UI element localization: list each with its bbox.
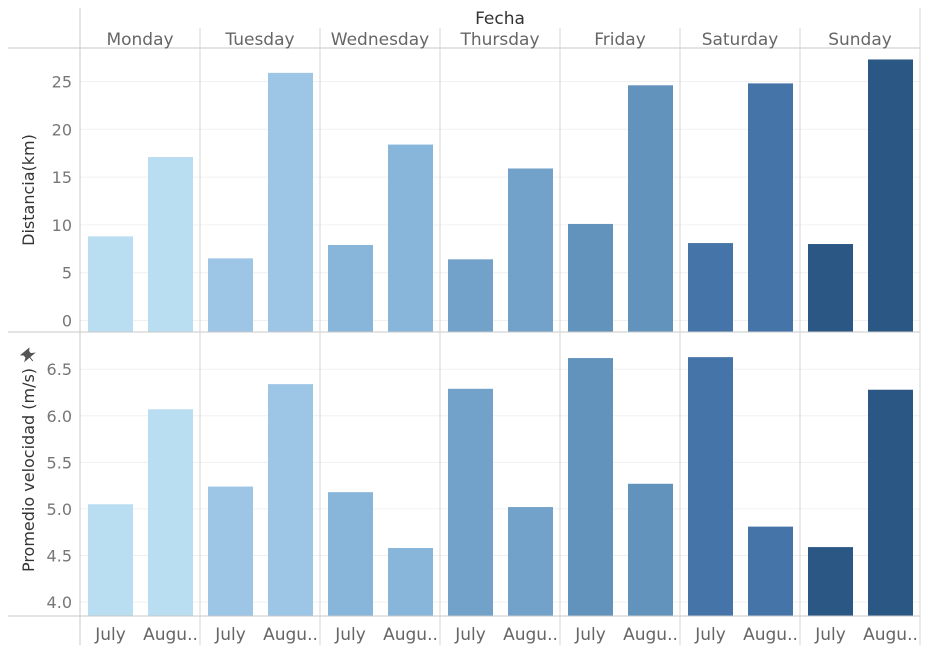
month-label: Augu.. xyxy=(503,625,558,645)
bar-distance-friday-august[interactable] xyxy=(628,85,673,332)
pin-icon[interactable] xyxy=(19,347,37,365)
bar-speed-wednesday-july[interactable] xyxy=(328,492,373,616)
month-label: July xyxy=(334,625,366,645)
day-header-saturday: Saturday xyxy=(702,30,779,50)
bar-layer xyxy=(88,59,913,616)
bar-speed-thursday-august[interactable] xyxy=(508,507,553,616)
month-label: July xyxy=(94,625,126,645)
bar-distance-monday-august[interactable] xyxy=(148,157,193,332)
bar-speed-tuesday-august[interactable] xyxy=(268,384,313,616)
y-tick-label: 6.5 xyxy=(47,360,72,379)
y-tick-label: 20 xyxy=(52,120,72,139)
bar-distance-saturday-august[interactable] xyxy=(748,83,793,333)
y-tick-label: 4.0 xyxy=(47,593,72,612)
bar-speed-saturday-august[interactable] xyxy=(748,526,793,616)
y-tick-label: 4.5 xyxy=(47,546,72,565)
month-label: July xyxy=(574,625,606,645)
y-tick-label: 0 xyxy=(62,312,72,331)
day-header-wednesday: Wednesday xyxy=(331,30,429,50)
chart-title: Fecha xyxy=(475,9,525,29)
month-label: Augu.. xyxy=(863,625,918,645)
day-header-friday: Friday xyxy=(594,30,646,50)
text-layer: Fecha Distancia(km) Promedio velocidad (… xyxy=(19,9,918,645)
bar-speed-friday-august[interactable] xyxy=(628,483,673,616)
y-tick-label: 25 xyxy=(52,72,72,91)
month-label: July xyxy=(214,625,246,645)
y-axis-label-speed: Promedio velocidad (m/s) xyxy=(19,368,38,572)
bar-speed-wednesday-august[interactable] xyxy=(388,548,433,616)
bar-distance-sunday-july[interactable] xyxy=(808,244,853,332)
month-label: July xyxy=(814,625,846,645)
bar-distance-wednesday-july[interactable] xyxy=(328,244,373,332)
bar-distance-thursday-july[interactable] xyxy=(448,259,493,332)
y-tick-label: 5.0 xyxy=(47,500,72,519)
grid-layer xyxy=(80,80,920,603)
bar-speed-friday-july[interactable] xyxy=(568,358,613,616)
y-tick-label: 10 xyxy=(52,216,72,235)
day-header-tuesday: Tuesday xyxy=(224,30,294,50)
bar-distance-saturday-july[interactable] xyxy=(688,243,733,332)
y-axis-label-distance: Distancia(km) xyxy=(19,134,38,246)
bar-speed-tuesday-july[interactable] xyxy=(208,486,253,616)
day-header-thursday: Thursday xyxy=(459,30,539,50)
bar-distance-monday-july[interactable] xyxy=(88,236,133,332)
bar-speed-saturday-july[interactable] xyxy=(688,357,733,616)
y-tick-label: 5.5 xyxy=(47,453,72,472)
y-tick-label: 15 xyxy=(52,168,72,187)
y-tick-label: 5 xyxy=(62,264,72,283)
day-header-sunday: Sunday xyxy=(828,30,892,50)
month-label: Augu.. xyxy=(743,625,798,645)
month-label: Augu.. xyxy=(623,625,678,645)
bar-speed-thursday-july[interactable] xyxy=(448,388,493,616)
bar-speed-monday-july[interactable] xyxy=(88,504,133,616)
bar-speed-monday-august[interactable] xyxy=(148,409,193,616)
bar-distance-tuesday-august[interactable] xyxy=(268,72,313,333)
bar-distance-sunday-august[interactable] xyxy=(868,59,913,333)
month-label: July xyxy=(694,625,726,645)
line-layer xyxy=(8,8,921,645)
bar-speed-sunday-august[interactable] xyxy=(868,389,913,616)
bar-distance-wednesday-august[interactable] xyxy=(388,144,433,332)
day-header-monday: Monday xyxy=(106,30,173,50)
month-label: July xyxy=(454,625,486,645)
bar-speed-sunday-july[interactable] xyxy=(808,547,853,616)
month-label: Augu.. xyxy=(263,625,318,645)
bar-distance-tuesday-july[interactable] xyxy=(208,258,253,332)
y-tick-label: 6.0 xyxy=(47,407,72,426)
month-label: Augu.. xyxy=(383,625,438,645)
bar-distance-thursday-august[interactable] xyxy=(508,168,553,332)
bar-distance-friday-july[interactable] xyxy=(568,223,613,332)
month-label: Augu.. xyxy=(143,625,198,645)
